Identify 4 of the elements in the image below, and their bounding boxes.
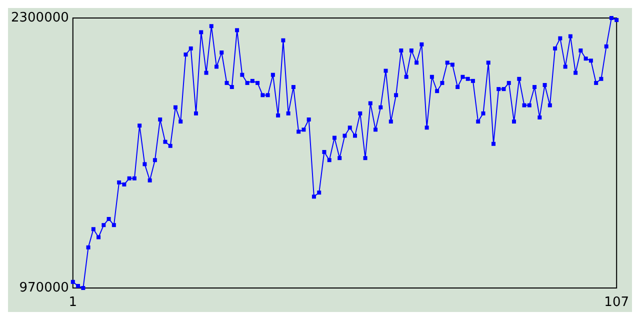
y-tick-label: 970000 (19, 280, 69, 296)
x-tick-label: 107 (604, 295, 630, 310)
y-tick-label: 2300000 (10, 10, 69, 26)
x-tick-label: 1 (68, 295, 78, 310)
